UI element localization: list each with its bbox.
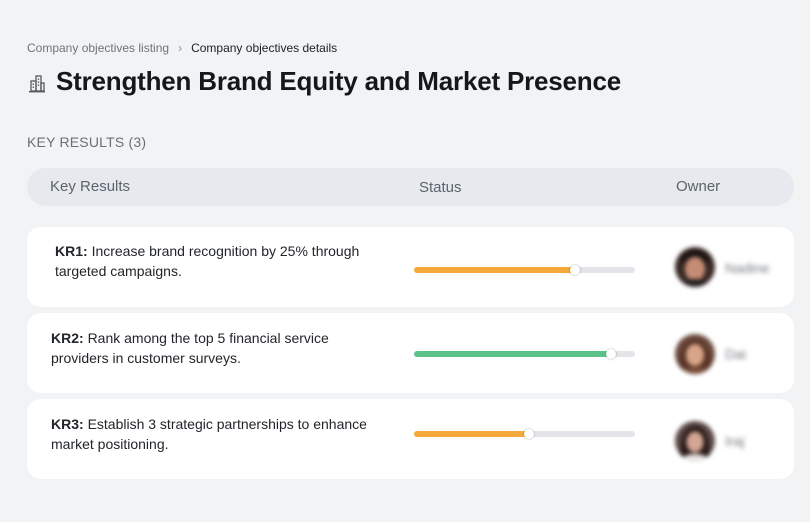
- progress-fill: [414, 351, 611, 357]
- avatar: [675, 247, 715, 287]
- buildings-icon: [27, 73, 47, 93]
- progress-knob: [523, 429, 534, 439]
- avatar: [675, 334, 715, 374]
- column-header-status: Status: [419, 179, 462, 196]
- key-result-description: Establish 3 strategic partnerships to en…: [51, 416, 367, 452]
- key-result-id: KR2:: [51, 330, 84, 346]
- key-result-text: KR1: Increase brand recognition by 25% t…: [55, 241, 385, 281]
- table-row[interactable]: KR3: Establish 3 strategic partnerships …: [27, 399, 794, 479]
- progress-knob: [605, 349, 616, 359]
- progress-fill: [414, 267, 576, 273]
- owner-name: Iraj: [725, 433, 745, 449]
- status-progress-bar: [414, 349, 635, 359]
- breadcrumb: Company objectives listing › Company obj…: [27, 41, 337, 55]
- progress-knob: [570, 265, 581, 275]
- column-header-owner: Owner: [676, 178, 721, 195]
- status-progress-bar: [414, 429, 635, 439]
- chevron-right-icon: ›: [178, 41, 183, 55]
- key-result-text: KR2: Rank among the top 5 financial serv…: [51, 328, 381, 368]
- breadcrumb-link-objectives-listing[interactable]: Company objectives listing: [27, 41, 170, 55]
- owner-name: Dai: [725, 346, 747, 362]
- avatar: [675, 421, 715, 461]
- page-title: Strengthen Brand Equity and Market Prese…: [56, 66, 621, 96]
- table-header: Key Results Status Owner: [27, 168, 794, 206]
- breadcrumb-current: Company objectives details: [191, 41, 338, 55]
- status-progress-bar: [414, 265, 635, 275]
- progress-fill: [414, 431, 529, 437]
- key-result-description: Increase brand recognition by 25% throug…: [55, 243, 360, 279]
- table-row[interactable]: KR2: Rank among the top 5 financial serv…: [27, 313, 794, 393]
- column-header-key-results: Key Results: [50, 178, 131, 195]
- page-header: Strengthen Brand Equity and Market Prese…: [27, 66, 621, 97]
- owner-name: Nadine: [725, 260, 770, 276]
- table-row[interactable]: KR1: Increase brand recognition by 25% t…: [27, 227, 794, 307]
- key-result-id: KR3:: [51, 416, 84, 432]
- key-result-text: KR3: Establish 3 strategic partnerships …: [51, 414, 381, 454]
- key-result-id: KR1:: [55, 243, 88, 259]
- key-result-description: Rank among the top 5 financial service p…: [51, 330, 329, 366]
- key-results-section-label: KEY RESULTS (3): [27, 134, 147, 150]
